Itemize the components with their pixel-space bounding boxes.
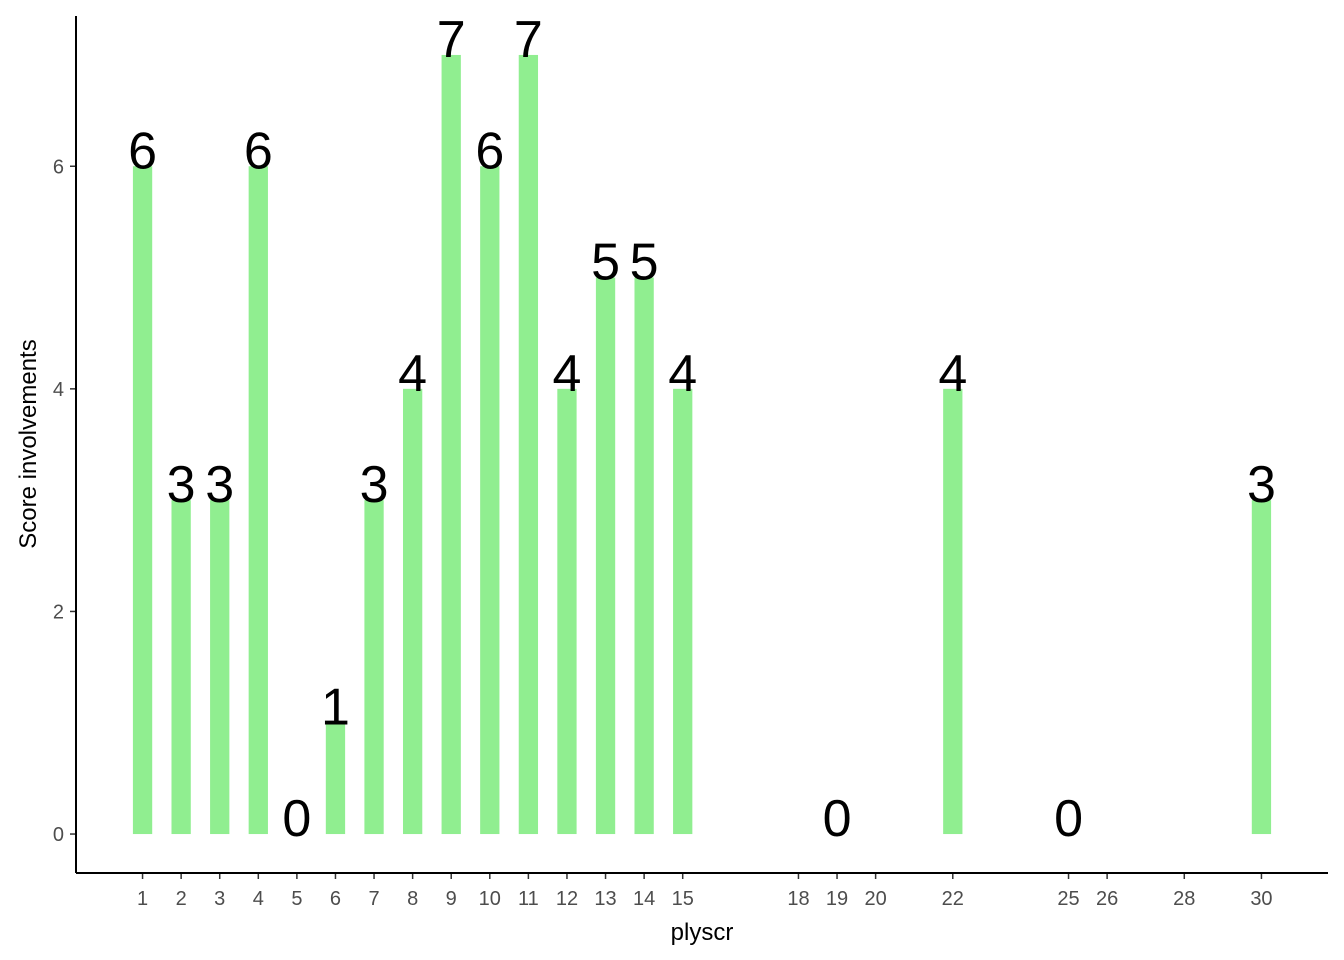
x-tick-label: 22 xyxy=(942,888,964,910)
bar xyxy=(595,277,616,835)
value-label: 3 xyxy=(205,456,234,514)
x-tick-label: 18 xyxy=(787,888,809,910)
x-tick-label: 20 xyxy=(864,888,886,910)
x-tick-label: 4 xyxy=(253,888,264,910)
x-tick-label: 11 xyxy=(518,888,539,910)
x-tick-label: 1 xyxy=(137,888,148,910)
x-tick-label: 6 xyxy=(330,888,341,910)
value-label: 6 xyxy=(244,122,273,180)
y-tick-label: 6 xyxy=(53,156,64,178)
bar xyxy=(364,500,384,835)
x-tick-label: 9 xyxy=(446,888,457,910)
value-label: 4 xyxy=(553,345,582,403)
value-label: 3 xyxy=(167,456,196,514)
bar xyxy=(210,500,230,835)
x-axis-title: plyscr xyxy=(671,919,734,946)
x-tick-label: 10 xyxy=(479,888,501,910)
value-label: 7 xyxy=(437,11,466,69)
bar xyxy=(132,166,153,835)
bar xyxy=(673,388,693,835)
value-label: 6 xyxy=(128,122,157,180)
value-label: 3 xyxy=(1247,456,1276,514)
x-tick-label: 26 xyxy=(1096,888,1118,910)
value-label: 0 xyxy=(282,790,311,848)
bar xyxy=(634,277,654,835)
value-label: 4 xyxy=(938,345,967,403)
value-label: 6 xyxy=(475,122,504,180)
y-tick-label: 2 xyxy=(53,601,64,623)
value-label: 4 xyxy=(668,345,697,403)
bar xyxy=(1251,500,1272,835)
x-tick-label: 14 xyxy=(633,888,655,910)
value-label: 0 xyxy=(1054,790,1083,848)
bar xyxy=(943,388,963,835)
x-tick-label: 15 xyxy=(672,888,694,910)
bar xyxy=(441,54,461,835)
value-label: 5 xyxy=(630,234,659,292)
value-label: 5 xyxy=(591,234,620,292)
x-tick-label: 25 xyxy=(1057,888,1079,910)
bar xyxy=(480,166,500,835)
value-label: 1 xyxy=(321,679,350,737)
bar xyxy=(248,166,268,835)
bar xyxy=(557,388,577,835)
y-tick-label: 4 xyxy=(53,379,64,401)
x-tick-label: 28 xyxy=(1173,888,1195,910)
x-tick-label: 2 xyxy=(176,888,187,910)
y-axis-title: Score involvements xyxy=(15,339,42,548)
value-label: 7 xyxy=(514,11,543,69)
bar xyxy=(171,500,191,835)
x-tick-label: 13 xyxy=(594,888,616,910)
x-tick-label: 8 xyxy=(407,888,418,910)
bar xyxy=(402,388,423,835)
value-label: 4 xyxy=(398,345,427,403)
x-tick-label: 7 xyxy=(368,888,379,910)
y-tick-label: 0 xyxy=(53,824,64,846)
value-label: 3 xyxy=(360,456,389,514)
x-tick-label: 30 xyxy=(1250,888,1272,910)
x-tick-label: 3 xyxy=(214,888,225,910)
value-label: 0 xyxy=(823,790,852,848)
bar xyxy=(325,722,346,835)
x-tick-label: 5 xyxy=(291,888,302,910)
bar xyxy=(518,54,539,835)
x-tick-label: 19 xyxy=(826,888,848,910)
x-tick-label: 12 xyxy=(556,888,578,910)
